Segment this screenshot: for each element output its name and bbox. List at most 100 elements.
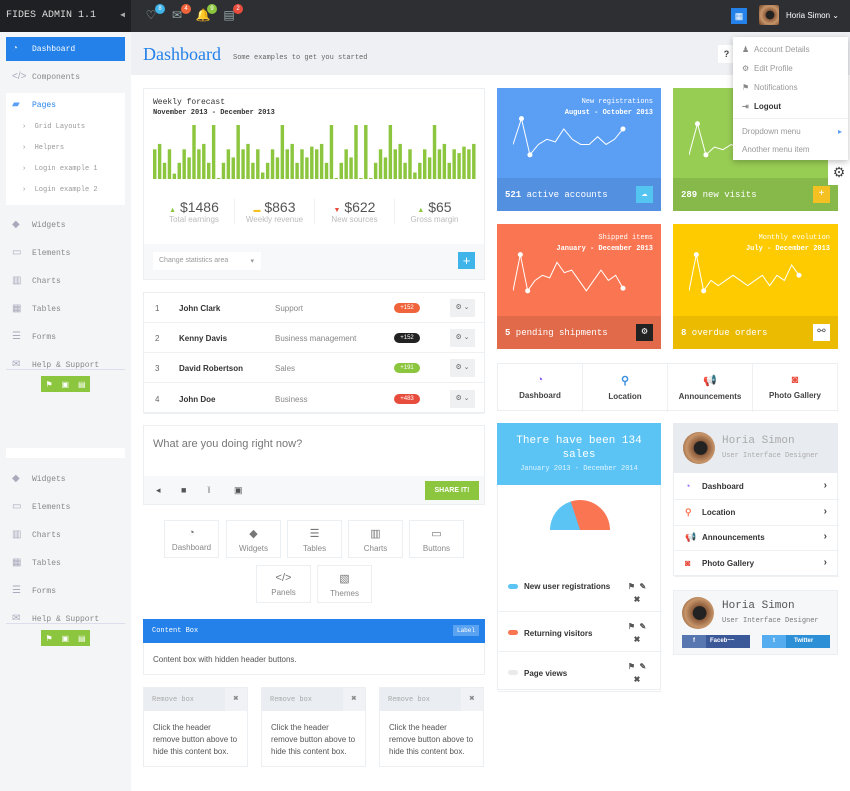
sidebar-item-dashboard[interactable]: ◔ Dashboard <box>6 37 125 61</box>
tile-action-button[interactable]: ⚙ <box>636 324 653 341</box>
menu-item-edit-profile[interactable]: ⚙ Edit Profile <box>742 64 793 73</box>
shortcut-charts[interactable]: ▥ Charts <box>348 520 403 558</box>
sidebar-subitem[interactable]: › Helpers <box>22 144 65 152</box>
shortcut-dashboard[interactable]: ◔ Dashboard <box>164 520 219 558</box>
forecast-bar <box>177 162 181 179</box>
menu-item-logout[interactable]: ⇥ Logout <box>742 102 782 111</box>
bell-icon[interactable]: 🔔 9 <box>195 4 217 24</box>
video-icon[interactable]: ■ <box>181 485 187 495</box>
caret-left-icon[interactable]: ◀ <box>120 11 125 20</box>
envelope-icon[interactable]: ✉ 4 <box>169 4 191 24</box>
edit-icon[interactable]: ✎ <box>639 622 647 631</box>
nav-dashboard[interactable]: ◔ Dashboard <box>498 364 583 412</box>
flag-icon[interactable]: ⚑ <box>627 582 635 591</box>
shortcut-panels[interactable]: </> Panels <box>256 565 311 603</box>
sidebar-item-charts[interactable]: ▥ Charts <box>12 529 61 540</box>
sidebar-item-forms[interactable]: ☰ Forms <box>12 585 57 596</box>
shortcut-buttons[interactable]: ▭ Buttons <box>409 520 464 558</box>
table-icon: ▦ <box>12 557 22 568</box>
facebook-button[interactable]: f Faceb~~ <box>682 635 750 648</box>
archive-icon[interactable]: ▤ <box>77 379 86 389</box>
nav-location[interactable]: ⚲ Location <box>583 364 668 412</box>
twitter-button[interactable]: t Twitter <box>762 635 830 648</box>
sidebar-subitem[interactable]: › Grid Layouts <box>22 123 86 131</box>
forecast-bar <box>334 178 339 179</box>
flag-icon[interactable]: ⚑ <box>627 622 635 631</box>
sparkline-line <box>689 254 800 293</box>
apps-grid-button[interactable]: ▦ <box>731 8 747 24</box>
close-icon[interactable]: ✖ <box>633 635 641 644</box>
sparkline-point <box>796 272 802 278</box>
image-icon[interactable]: ▣ <box>234 485 243 495</box>
status-input[interactable]: What are you doing right now? <box>153 438 303 450</box>
settings-gear-button[interactable]: ⚙ <box>828 160 850 185</box>
forecast-bar <box>398 143 402 179</box>
statistics-area-select[interactable]: Change statistics area ▾ <box>153 252 261 270</box>
profile-link-location[interactable]: ⚲ Location › <box>674 500 839 526</box>
sidebar-item-forms[interactable]: ☰ Forms <box>12 331 57 342</box>
user-menu-toggle[interactable]: Horia Simon ⌄ <box>786 11 839 20</box>
location-arrow-icon[interactable]: ◂ <box>156 485 161 495</box>
profile-link-dashboard[interactable]: ◔ Dashboard › <box>674 474 839 500</box>
forecast-bar <box>246 143 250 179</box>
close-icon[interactable]: ✖ <box>343 688 365 711</box>
flag-icon[interactable]: ⚑ <box>45 633 53 643</box>
tile-action-button[interactable]: ⚯ <box>813 324 830 341</box>
tile-action-button[interactable]: + <box>813 186 830 203</box>
close-icon[interactable]: ✖ <box>225 688 247 711</box>
flag-icon[interactable]: ⚑ <box>627 662 635 671</box>
sidebar-item-elements[interactable]: ▭ Elements <box>12 501 71 512</box>
sidebar-item-tables[interactable]: ▦ Tables <box>12 303 61 314</box>
menu-item-another-menu-item[interactable]: Another menu item <box>742 145 810 154</box>
sidebar-item-help-support[interactable]: ✉ Help & Support <box>12 359 100 370</box>
avatar[interactable] <box>759 5 779 25</box>
forecast-bar <box>467 149 471 179</box>
shortcut-themes[interactable]: ▧ Themes <box>317 565 372 603</box>
row-settings-dropdown[interactable]: ⚙ ⌄ <box>450 299 475 317</box>
archive-icon[interactable]: ▤ <box>77 633 86 643</box>
nav-announcements[interactable]: 📢 Announcements <box>668 364 753 412</box>
sidebar-item-widgets[interactable]: ◆ Widgets <box>12 473 66 484</box>
nav-photo-gallery[interactable]: ◙ Photo Gallery <box>753 364 838 412</box>
inbox-icon[interactable]: ▤ 2 <box>221 4 243 24</box>
row-settings-dropdown[interactable]: ⚙ ⌄ <box>450 389 475 408</box>
row-settings-dropdown[interactable]: ⚙ ⌄ <box>450 359 475 378</box>
tile-action-button[interactable]: ☁ <box>636 186 653 203</box>
sidebar-subitem[interactable]: › Login example 1 <box>22 165 98 173</box>
close-icon[interactable]: ✖ <box>633 595 641 604</box>
sidebar-item-tables[interactable]: ▦ Tables <box>12 557 61 568</box>
sidebar-item-pages[interactable]: ▰ Pages <box>12 99 57 110</box>
close-icon[interactable]: ✖ <box>633 675 641 684</box>
buttons-icon: ▭ <box>431 528 442 540</box>
trend-down-icon: ▼ <box>333 207 341 214</box>
lightbulb-icon[interactable]: ♡ 8 <box>143 4 165 24</box>
page-subtitle: Some examples to get you started <box>233 54 368 62</box>
profile-link-announcements[interactable]: 📢 Announcements › <box>674 525 839 551</box>
profile-link-photo-gallery[interactable]: ◙ Photo Gallery › <box>674 551 839 577</box>
flag-icon[interactable]: ⚑ <box>45 379 53 389</box>
sidebar-item-elements[interactable]: ▭ Elements <box>12 247 71 258</box>
sidebar-item-components[interactable]: </> Components <box>12 71 81 82</box>
share-button[interactable]: SHARE IT! <box>425 481 479 500</box>
edit-icon[interactable]: ✎ <box>639 582 647 591</box>
forecast-bar <box>388 125 393 179</box>
shortcut-widgets[interactable]: ◆ Widgets <box>226 520 281 558</box>
sidebar-item-help-support[interactable]: ✉ Help & Support <box>12 613 100 624</box>
shortcut-tables[interactable]: ☰ Tables <box>287 520 342 558</box>
sidebar-item-widgets[interactable]: ◆ Widgets <box>12 219 66 230</box>
microphone-icon[interactable]: ǐ <box>208 485 210 495</box>
edit-icon[interactable]: ✎ <box>639 662 647 671</box>
stat-item: ▲ $1486 Total earnings <box>169 199 219 224</box>
forecast-bar <box>216 178 221 179</box>
sidebar-subitem[interactable]: › Login example 2 <box>22 186 98 194</box>
menu-item-notifications[interactable]: ⚑ Notifications <box>742 83 798 92</box>
add-button[interactable]: + <box>458 252 475 269</box>
inbox-icon[interactable]: ▣ <box>61 379 70 389</box>
help-button[interactable]: ? <box>718 45 735 63</box>
close-icon[interactable]: ✖ <box>461 688 483 711</box>
sidebar-item-charts[interactable]: ▥ Charts <box>12 275 61 286</box>
inbox-icon[interactable]: ▣ <box>61 633 70 643</box>
row-settings-dropdown[interactable]: ⚙ ⌄ <box>450 329 475 348</box>
menu-item-dropdown-menu[interactable]: Dropdown menu ▸ <box>742 127 843 136</box>
menu-item-account-details[interactable]: ♟ Account Details <box>742 45 810 54</box>
